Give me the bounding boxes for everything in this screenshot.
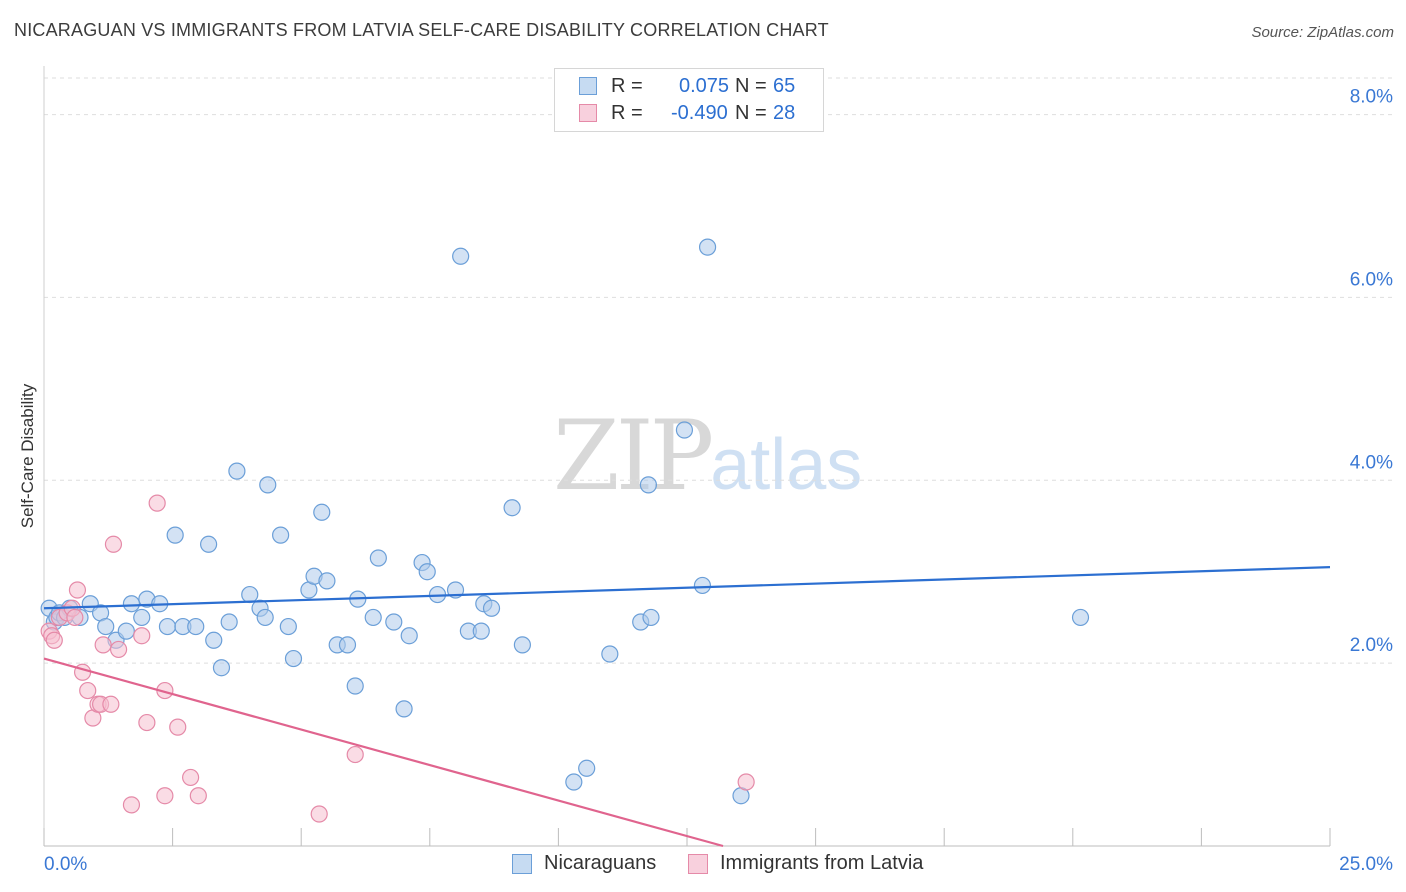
- data-point-latvia: [138, 713, 156, 732]
- legend-r-value: 0.075: [679, 75, 730, 97]
- data-point-nicaraguans: [205, 631, 223, 649]
- data-point-nicaraguans: [452, 247, 470, 265]
- data-point-latvia: [122, 796, 141, 814]
- data-point-latvia: [310, 805, 328, 823]
- legend-n-value: 65: [773, 75, 796, 97]
- data-point-nicaraguans: [122, 595, 141, 613]
- data-point-latvia: [79, 681, 97, 700]
- data-point-nicaraguans: [241, 585, 259, 604]
- data-point-latvia: [133, 627, 151, 645]
- data-point-nicaraguans: [318, 572, 336, 590]
- y-tick-label: 2.0%: [1350, 635, 1393, 656]
- legend-r-value: -0.490: [671, 102, 728, 124]
- data-point-nicaraguans: [97, 617, 115, 636]
- data-point-latvia: [102, 695, 120, 713]
- legend-n-value: 28: [773, 102, 796, 124]
- data-point-nicaraguans: [212, 659, 231, 677]
- y-tick-label: 8.0%: [1350, 87, 1393, 108]
- legend-n-label: N =: [735, 102, 767, 124]
- data-point-latvia: [346, 745, 364, 764]
- data-point-nicaraguans: [369, 549, 387, 567]
- y-axis-label: Self-Care Disability: [18, 383, 37, 529]
- legend-r-label: R =: [611, 75, 643, 97]
- data-point-nicaraguans: [503, 499, 521, 517]
- data-point-nicaraguans: [1071, 608, 1090, 627]
- data-point-latvia: [66, 608, 84, 627]
- data-point-latvia: [45, 631, 63, 649]
- data-point-nicaraguans: [220, 613, 238, 631]
- watermark: ZIPatlas: [553, 400, 862, 512]
- bottom-legend-swatch-blue: [512, 854, 532, 874]
- data-point-latvia: [189, 787, 207, 805]
- data-point-nicaraguans: [482, 599, 501, 617]
- data-point-nicaraguans: [395, 700, 413, 718]
- data-point-nicaraguans: [642, 608, 660, 627]
- legend-swatch-pink: [579, 104, 597, 122]
- data-point-nicaraguans: [313, 503, 331, 521]
- data-point-nicaraguans: [346, 677, 364, 695]
- data-point-nicaraguans: [200, 535, 218, 553]
- x-tick-label: 0.0%: [44, 854, 87, 875]
- data-point-nicaraguans: [513, 636, 531, 654]
- correlation-legend: R = 0.075 N = 65 R = -0.490 N = 28: [554, 68, 824, 132]
- watermark-atlas: atlas: [710, 425, 863, 505]
- data-point-nicaraguans: [578, 759, 596, 777]
- data-point-nicaraguans: [364, 608, 382, 627]
- data-point-nicaraguans: [256, 608, 274, 627]
- data-point-latvia: [68, 581, 87, 599]
- y-tick-label: 6.0%: [1350, 269, 1393, 290]
- bottom-legend-swatch-pink: [688, 854, 708, 874]
- legend-n-label: N =: [735, 75, 767, 97]
- data-point-nicaraguans: [385, 613, 403, 631]
- data-point-latvia: [182, 768, 200, 787]
- data-point-latvia: [737, 773, 755, 791]
- data-point-latvia: [169, 718, 187, 736]
- data-point-latvia: [148, 494, 166, 512]
- source-credit: Source: ZipAtlas.com: [1251, 24, 1394, 41]
- y-tick-label: 4.0%: [1350, 452, 1393, 473]
- data-point-nicaraguans: [400, 627, 418, 645]
- watermark-zip: ZIP: [553, 400, 714, 512]
- data-point-nicaraguans: [272, 526, 290, 544]
- x-tick-label: 25.0%: [1339, 854, 1393, 875]
- trend-line-nicaraguans: [43, 566, 1331, 610]
- data-point-latvia: [94, 636, 112, 654]
- data-point-latvia: [104, 535, 123, 553]
- chart-title: NICARAGUAN VS IMMIGRANTS FROM LATVIA SEL…: [14, 20, 829, 40]
- data-point-nicaraguans: [472, 622, 490, 640]
- data-point-nicaraguans: [259, 476, 277, 494]
- data-point-nicaraguans: [133, 608, 151, 627]
- data-point-nicaraguans: [693, 576, 712, 595]
- data-point-nicaraguans: [639, 476, 658, 494]
- data-point-nicaraguans: [338, 636, 357, 654]
- legend-swatch-blue: [579, 77, 597, 95]
- data-point-nicaraguans: [698, 238, 717, 256]
- data-point-nicaraguans: [284, 649, 303, 668]
- bottom-legend-label: Immigrants from Latvia: [720, 852, 924, 874]
- data-point-nicaraguans: [565, 773, 583, 791]
- data-point-nicaraguans: [187, 617, 205, 636]
- data-point-nicaraguans: [166, 526, 184, 544]
- data-point-nicaraguans: [601, 645, 619, 663]
- data-point-nicaraguans: [158, 617, 177, 636]
- data-point-nicaraguans: [418, 563, 436, 581]
- legend-r-label: R =: [611, 102, 643, 124]
- data-point-nicaraguans: [228, 462, 246, 480]
- data-point-nicaraguans: [675, 421, 694, 439]
- data-point-nicaraguans: [279, 617, 297, 636]
- trend-line-latvia: [43, 657, 724, 848]
- bottom-legend-label: Nicaraguans: [544, 852, 657, 874]
- data-point-latvia: [156, 787, 174, 805]
- data-point-nicaraguans: [117, 622, 135, 640]
- data-point-latvia: [109, 640, 128, 659]
